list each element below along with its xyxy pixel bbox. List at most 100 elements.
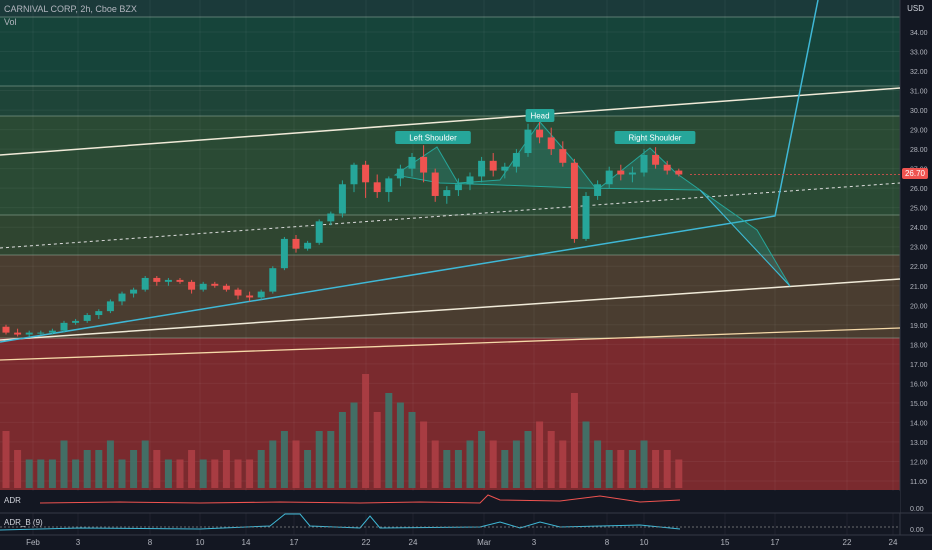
candle-body [234,289,242,296]
volume-bar [617,450,625,488]
candle-body [478,160,486,177]
candle-body [222,285,230,290]
volume-bar [431,440,439,488]
volume-bar [675,459,683,488]
volume-bar [362,374,370,488]
candle-body [292,238,300,249]
x-tick-label: 8 [605,538,610,547]
volume-bar [594,440,602,488]
bg-band [0,215,900,255]
volume-bar [652,450,660,488]
chart-title: CARNIVAL CORP, 2h, Cboe BZX [4,4,137,14]
volume-bar [280,431,288,488]
volume-bar [524,431,532,488]
volume-bar [141,440,149,488]
y-tick-label: 12.00 [910,459,928,466]
candle-body [95,311,103,316]
y-tick-label: 22.00 [910,264,928,271]
candle-body [617,170,625,175]
volume-bar [14,450,22,488]
volume-bar [408,412,416,488]
candle-body [652,154,660,165]
candle-body [385,178,393,193]
adr-b-line [0,513,681,531]
bg-band [0,255,900,338]
y-tick-label: 21.00 [910,284,928,291]
y-tick-label: 19.00 [910,323,928,330]
bg-band [0,86,900,116]
volume-bar [153,450,161,488]
volume-bar [211,459,219,488]
volume-bar [350,402,358,488]
candle-body [628,172,636,175]
volume-bar [385,393,393,488]
volume-bar [257,450,265,488]
candle-body [72,320,80,323]
volume-bar [199,459,207,488]
candle-body [350,164,358,185]
candle-body [605,170,613,185]
volume-bar [536,421,544,488]
volume-bar [489,440,497,488]
candle-body [570,162,578,239]
volume-bar [25,459,33,488]
head-label: Head [530,112,549,121]
y-tick-label: 30.00 [910,108,928,115]
volume-bar [605,450,613,488]
volume-bar [304,450,312,488]
channel-mid-line [0,182,901,249]
adr-b-label: ADR_B (9) [4,518,43,527]
candle-body [199,283,207,290]
volume-bar [628,450,636,488]
candle-body [188,281,196,290]
y-tick-label: 11.00 [910,479,927,486]
volume-bar [501,450,509,488]
candle-body [280,238,288,269]
candle-body [396,168,404,179]
volume-bar [48,459,56,488]
candle-body [431,172,439,196]
volume-bar [466,440,474,488]
candle-body [211,283,219,286]
candle-body [83,315,91,321]
volume-bar [420,421,428,488]
bg-band [0,0,900,17]
candle-body [153,277,161,282]
candle-body [2,326,10,333]
x-tick-label: 22 [843,538,852,547]
volume-bar [315,431,323,488]
candle-body [338,184,346,214]
volume-bar [234,459,242,488]
candle-body [118,293,126,302]
y-tick-label: 15.00 [910,401,928,408]
volume-bar [559,440,567,488]
candle-body [60,322,68,331]
y-tick-label: 29.00 [910,128,928,135]
candle-body [501,166,509,171]
volume-bar [478,431,486,488]
channel-lower-line [0,278,901,341]
candle-body [454,184,462,191]
volume-bar [95,450,103,488]
candle-body [512,153,520,167]
pane-tick-label: 0.00 [910,506,924,513]
x-tick-label: Feb [26,538,40,547]
volume-bar [130,450,138,488]
x-tick-label: 10 [196,538,205,547]
volume-bar [72,459,80,488]
volume-bar [338,412,346,488]
volume-bar [37,459,45,488]
x-tick-label: 17 [771,538,780,547]
x-tick-label: 17 [290,538,299,547]
y-tick-label: 26.00 [910,186,928,193]
bg-band [0,116,900,215]
trend-line [0,0,819,343]
candle-body [524,129,532,154]
volume-bar [663,450,671,488]
candle-body [489,160,497,171]
candle-body [675,170,683,175]
candle-body [547,137,555,150]
x-tick-label: 24 [409,538,418,547]
candle-body [327,213,335,222]
